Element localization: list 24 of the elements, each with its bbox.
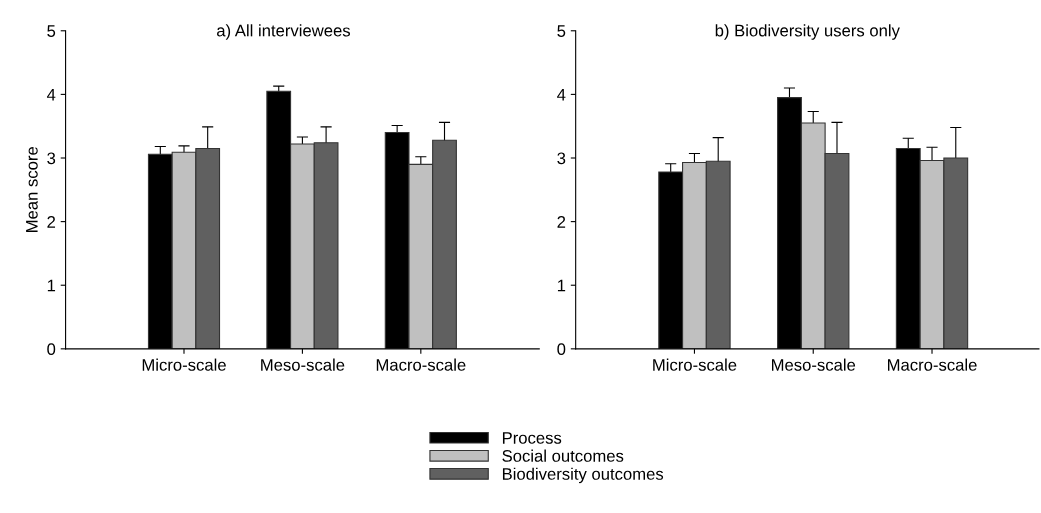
y-tick-label: 0 [47, 343, 56, 356]
legend-label: Process [502, 432, 562, 444]
y-tick-label: 4 [557, 88, 566, 101]
x-tick-label: Meso-scale [261, 358, 345, 371]
y-axis-title: Mean score [26, 147, 38, 232]
chart-title: a) All interviewees [217, 24, 351, 40]
x-tick-label: Macro-scale [376, 358, 466, 371]
y-tick-label: 5 [557, 25, 566, 37]
y-tick-label: 2 [47, 216, 56, 228]
chart-title: b) Biodiversity users only [715, 24, 900, 40]
y-tick-label: 1 [47, 279, 56, 292]
x-tick-label: Micro-scale [142, 358, 226, 371]
y-tick-label: 5 [47, 25, 56, 37]
legend-label: Biodiversity outcomes [502, 467, 664, 484]
y-tick-label: 3 [557, 152, 566, 165]
x-tick-label: Micro-scale [653, 358, 737, 371]
x-tick-label: Macro-scale [888, 358, 977, 371]
y-tick-label: 3 [47, 152, 56, 165]
x-tick-label: Meso-scale [772, 358, 856, 371]
legend-label: Social outcomes [502, 449, 624, 462]
y-tick-label: 4 [46, 88, 56, 101]
y-tick-label: 2 [557, 216, 566, 228]
y-tick-label: 1 [557, 279, 566, 292]
y-tick-label: 0 [557, 343, 566, 356]
